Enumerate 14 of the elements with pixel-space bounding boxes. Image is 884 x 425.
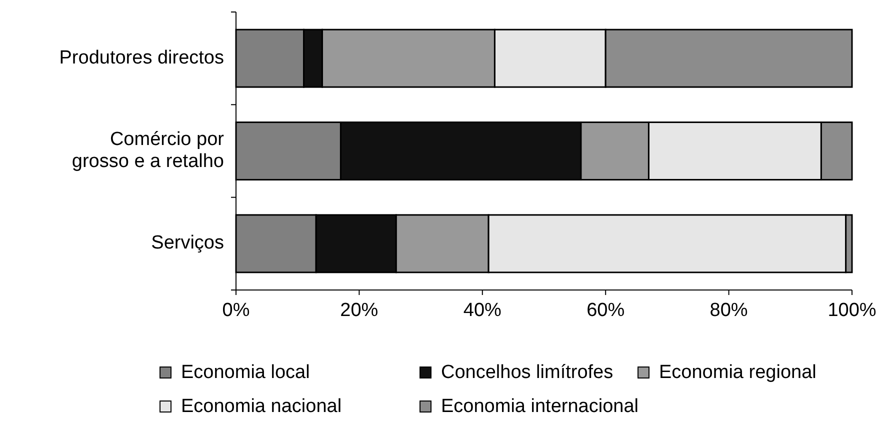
x-tick-label: 0% [222, 300, 250, 321]
legend-label: Economia regional [659, 362, 816, 383]
y-tick-label: Serviços [151, 232, 224, 254]
x-tick-label: 20% [340, 300, 378, 321]
y-tick-label: Produtores directos [59, 47, 224, 68]
x-tick-label: 100% [828, 300, 876, 321]
legend-label: Economia internacional [441, 396, 639, 417]
x-tick-label: 60% [586, 300, 625, 321]
legend-label: Concelhos limítrofes [441, 362, 614, 383]
legend-label: Economia nacional [181, 396, 342, 417]
x-tick-label: 40% [463, 300, 502, 321]
legend-label: Economia local [181, 362, 310, 383]
x-tick-label: 80% [710, 300, 748, 321]
y-tick-label: Comércio por grosso e a retalho [72, 129, 225, 172]
